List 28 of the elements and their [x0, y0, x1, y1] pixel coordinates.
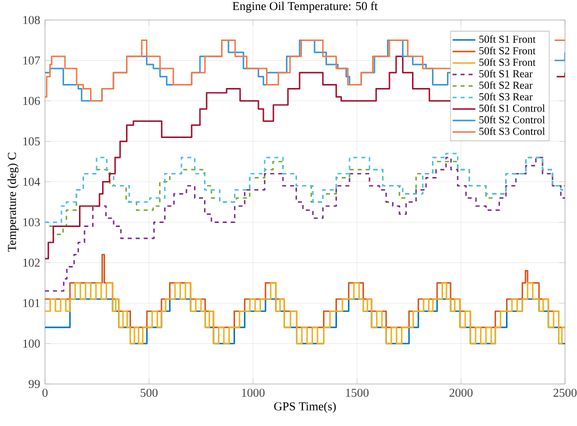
- y-tick-label: 102: [23, 258, 40, 267]
- y-tick-label: 104: [23, 178, 40, 186]
- legend-label: 50ft S1 Front: [479, 35, 536, 43]
- y-axis-title: Temperature (deg) C: [8, 152, 18, 252]
- y-tick-label: 101: [23, 299, 40, 308]
- y-tick-label: 106: [23, 96, 40, 105]
- legend-label: 50ft S1 Rear: [479, 70, 533, 78]
- legend-label: 50ft S3 Control: [479, 127, 545, 135]
- legend-label: 50ft S3 Front: [479, 58, 536, 66]
- legend-label: 50ft S1 Control: [479, 104, 545, 112]
- y-tick-label: 108: [23, 16, 40, 24]
- y-tick-label: 100: [23, 340, 40, 348]
- x-tick-label: 1000: [242, 388, 265, 397]
- y-tick-label: 99: [28, 380, 40, 388]
- x-tick-label: 500: [140, 388, 158, 397]
- x-tick-label: 2000: [450, 388, 473, 397]
- legend-label: 50ft S2 Control: [479, 116, 545, 124]
- y-tick-label: 105: [23, 137, 40, 146]
- y-tick-label: 103: [23, 218, 40, 226]
- x-tick-label: 1500: [346, 388, 369, 397]
- x-tick-label: 0: [42, 388, 48, 397]
- legend-label: 50ft S3 Rear: [479, 92, 533, 100]
- x-tick-label: 2500: [554, 388, 577, 397]
- x-axis-title: GPS Time(s): [274, 402, 336, 413]
- legend-label: 50ft S2 Rear: [479, 81, 533, 89]
- legend-label: 50ft S2 Front: [479, 46, 536, 54]
- y-tick-label: 107: [23, 56, 40, 65]
- chart-title: Engine Oil Temperature: 50 ft: [232, 2, 378, 13]
